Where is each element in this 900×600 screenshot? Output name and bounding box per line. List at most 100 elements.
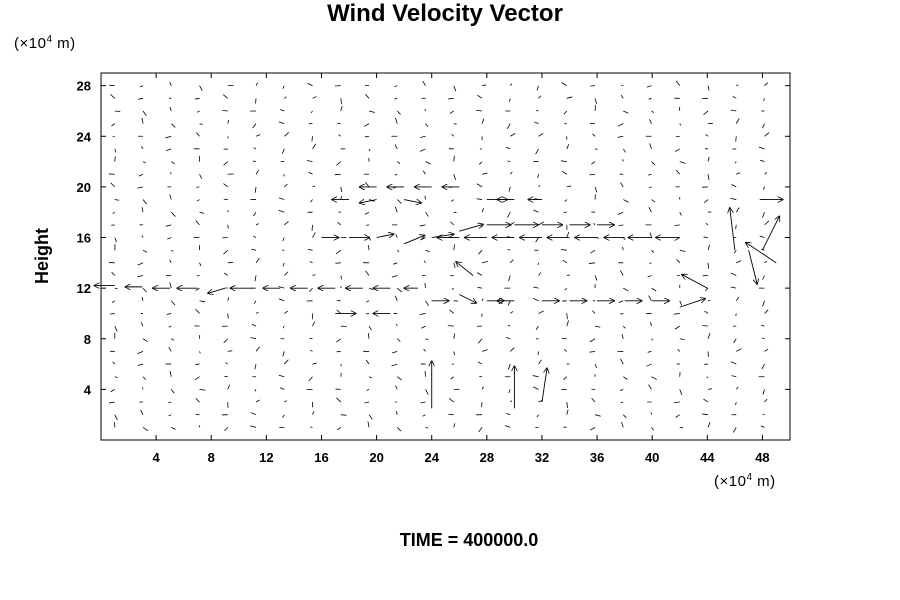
vector-arrow	[199, 211, 205, 214]
vector-arrow	[535, 237, 539, 243]
vector-arrow	[541, 368, 547, 403]
vector-arrow	[509, 171, 513, 175]
vector-arrow	[538, 95, 542, 99]
vector-arrow	[168, 414, 172, 417]
vector-arrow	[533, 286, 539, 289]
vector-arrow	[619, 270, 624, 276]
vector-arrow	[763, 98, 765, 101]
vector-arrow	[762, 186, 765, 190]
vector-arrow	[762, 212, 765, 218]
vector-arrow	[223, 183, 229, 188]
vector-arrow	[623, 199, 629, 203]
vector-arrow	[507, 249, 511, 251]
vector-arrow	[453, 85, 457, 92]
vector-arrow	[619, 389, 624, 391]
vector-arrow	[760, 324, 765, 327]
vector-arrow	[649, 119, 652, 124]
vector-arrow	[312, 232, 316, 238]
x-tick-label: 20	[369, 450, 383, 465]
vector-arrow	[732, 95, 737, 99]
vector-arrow	[481, 84, 487, 87]
vector-arrow	[764, 348, 769, 352]
vector-arrow	[591, 397, 596, 403]
vector-arrow	[481, 298, 484, 301]
vector-arrow	[336, 397, 342, 403]
vector-arrow	[420, 237, 426, 241]
vector-arrow	[338, 134, 342, 137]
vector-arrow	[566, 401, 569, 409]
vector-arrow	[142, 387, 144, 390]
vector-arrow	[138, 97, 144, 100]
vector-arrow	[279, 387, 285, 390]
vector-arrow	[394, 206, 398, 213]
vector-arrow	[450, 199, 455, 202]
vector-arrow	[199, 351, 201, 354]
vector-arrow	[538, 359, 542, 365]
vector-arrow	[165, 224, 172, 227]
vector-arrow	[478, 427, 483, 433]
vector-arrow	[255, 311, 259, 314]
vector-arrow	[594, 414, 601, 417]
vector-arrow	[707, 262, 710, 269]
vector-arrow	[478, 249, 483, 255]
vector-arrow	[309, 287, 313, 293]
vector-arrow	[195, 363, 200, 365]
vector-arrow	[250, 412, 257, 416]
vector-arrow	[419, 313, 426, 315]
vector-arrow	[591, 161, 596, 165]
vector-arrow	[114, 148, 117, 153]
vector-arrow	[364, 135, 370, 138]
vector-arrow	[195, 397, 200, 403]
vector-arrow	[622, 246, 624, 251]
vector-arrow	[735, 136, 737, 142]
vector-arrow	[110, 389, 115, 393]
vector-arrow	[593, 222, 596, 226]
vector-arrow	[651, 338, 654, 341]
vector-arrow	[533, 209, 539, 213]
vector-arrow	[368, 376, 373, 379]
vector-arrow	[476, 183, 483, 188]
vector-arrow	[169, 282, 172, 289]
vector-arrow	[759, 235, 765, 238]
vector-arrow	[168, 401, 172, 404]
vector-arrow	[140, 322, 144, 327]
vector-arrow	[194, 97, 200, 100]
vector-arrow	[114, 414, 118, 421]
vector-arrow	[762, 337, 765, 340]
vector-arrow	[391, 351, 398, 354]
vector-arrow	[396, 324, 398, 327]
vector-arrow	[340, 106, 343, 112]
vector-arrow	[679, 212, 682, 216]
vector-arrow	[453, 174, 456, 180]
vector-arrow	[109, 401, 115, 404]
vector-arrow	[566, 96, 573, 99]
vector-arrow	[424, 195, 426, 200]
vector-arrow	[394, 97, 398, 100]
vector-arrow	[566, 231, 570, 238]
vector-arrow	[735, 296, 740, 302]
vector-arrow	[561, 170, 567, 175]
vector-arrow	[589, 173, 596, 176]
vector-arrow	[394, 85, 398, 88]
vector-arrow	[617, 135, 624, 138]
vector-arrow	[171, 338, 175, 341]
vector-arrow	[312, 96, 317, 99]
vector-arrow	[142, 110, 147, 117]
vector-arrow	[730, 109, 737, 112]
vector-arrow	[253, 300, 257, 304]
vector-arrow	[284, 221, 289, 226]
vector-arrow	[563, 349, 567, 352]
vector-arrow	[620, 94, 624, 99]
vector-arrow	[449, 110, 454, 114]
vector-arrow	[453, 244, 456, 251]
vector-arrow	[284, 183, 288, 188]
vector-arrow	[312, 362, 318, 365]
vector-arrow	[736, 84, 739, 87]
vector-arrow	[506, 123, 511, 129]
vector-arrow	[223, 249, 229, 255]
vector-arrow	[368, 110, 375, 113]
vector-arrow	[170, 211, 176, 217]
vector-arrow	[140, 146, 144, 150]
vector-arrow	[705, 134, 709, 137]
vector-arrow	[112, 361, 116, 365]
